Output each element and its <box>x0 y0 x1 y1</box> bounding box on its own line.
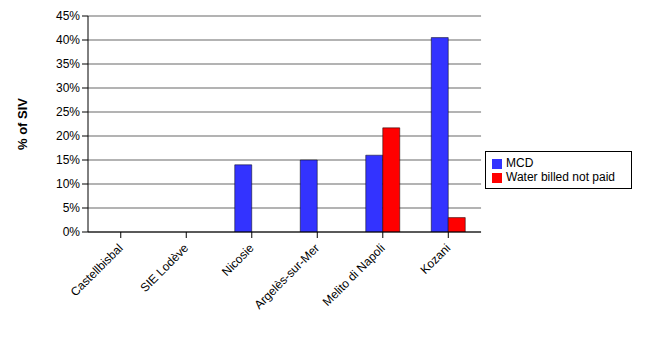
svg-text:0%: 0% <box>63 225 81 239</box>
svg-text:35%: 35% <box>56 57 80 71</box>
svg-text:20%: 20% <box>56 129 80 143</box>
svg-text:% of SIV: % of SIV <box>15 98 30 150</box>
svg-text:10%: 10% <box>56 177 80 191</box>
html-text:Water billed not paid: Water billed not paid <box>506 170 615 184</box>
svg-text:30%: 30% <box>56 81 80 95</box>
svg-text:Argelès-sur-Mer: Argelès-sur-Mer <box>252 241 323 312</box>
svg-text:45%: 45% <box>56 9 80 23</box>
svg-text:Nicosie: Nicosie <box>219 241 257 279</box>
svg-text:SIE Lodève: SIE Lodève <box>137 241 191 295</box>
svg-text:Kozani: Kozani <box>417 241 453 277</box>
svg-text:Melito di Napoli: Melito di Napoli <box>320 241 388 309</box>
svg-text:15%: 15% <box>56 153 80 167</box>
svg-text:25%: 25% <box>56 105 80 119</box>
svg-text:Castellbisbal: Castellbisbal <box>68 241 126 299</box>
svg-text:40%: 40% <box>56 33 80 47</box>
html-text:MCD: MCD <box>506 156 534 170</box>
svg-text:5%: 5% <box>63 201 81 215</box>
